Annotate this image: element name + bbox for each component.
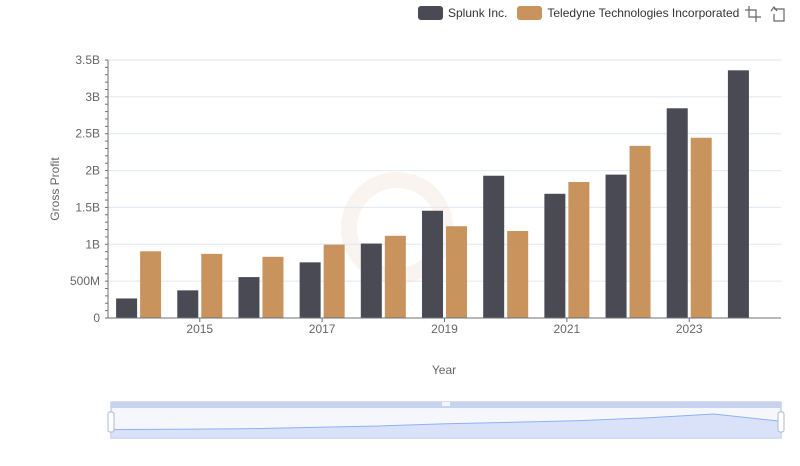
zoom-area [111, 414, 781, 438]
bar-splunk-2023 [666, 108, 688, 318]
bar-splunk-2022 [605, 174, 627, 318]
x-axis-label: Year [432, 363, 456, 377]
bar-splunk-2014 [116, 298, 138, 318]
bar-teledyne-2015 [201, 253, 223, 318]
legend-label-splunk: Splunk Inc. [448, 6, 508, 20]
y-tick-label: 500M [70, 274, 100, 288]
zoom-handle-left [107, 411, 115, 433]
zoom-grip [442, 402, 450, 406]
bar-splunk-2019 [422, 210, 443, 318]
bar-teledyne-2023 [690, 137, 712, 318]
x-tick-label: 2021 [554, 322, 581, 336]
zoom-icon[interactable] [744, 5, 762, 23]
x-tick-label: 2019 [431, 322, 458, 336]
bar-teledyne-2021 [568, 181, 590, 318]
data-zoom-slider[interactable] [107, 401, 785, 439]
y-tick-label: 2.5B [75, 127, 100, 141]
y-tick-label: 3B [85, 90, 100, 104]
axes: 0 500M 1B 1.5B 2B 2.5B 3B 3.5B 2015 2017 2019 2021 2… [70, 53, 781, 336]
bar-teledyne-2020 [507, 231, 529, 318]
bar-splunk-2016 [238, 277, 260, 318]
bar-teledyne-2018 [384, 235, 406, 318]
toolbox [744, 5, 788, 23]
legend-swatch-teledyne [517, 6, 543, 20]
bar-splunk-2015 [177, 290, 199, 318]
x-tick-label: 2023 [676, 322, 703, 336]
legend-label-teledyne: Teledyne Technologies Incorporated [547, 6, 740, 20]
zoom-line [110, 413, 782, 431]
legend: Splunk Inc. Teledyne Technologies Incorp… [418, 3, 739, 23]
y-axis-label: Gross Profit [48, 157, 62, 221]
legend-item-splunk[interactable]: Splunk Inc. [418, 6, 507, 20]
x-tick-label: 2017 [309, 322, 336, 336]
bar-splunk-2018 [360, 243, 382, 318]
bar-teledyne-2016 [262, 256, 284, 318]
bars [116, 70, 749, 318]
legend-swatch-splunk [418, 6, 443, 20]
bar-splunk-2020 [483, 175, 505, 318]
y-tick-label: 1B [85, 237, 100, 251]
zoom-handle-right [777, 411, 785, 433]
bar-teledyne-2019 [446, 226, 467, 318]
bar-splunk-2017 [299, 262, 321, 318]
legend-item-teledyne[interactable]: Teledyne Technologies Incorporated [517, 6, 739, 20]
bar-teledyne-2014 [140, 251, 162, 318]
bar-teledyne-2017 [323, 244, 345, 318]
restore-icon[interactable] [770, 5, 788, 23]
y-tick-label: 2B [85, 164, 100, 178]
bar-splunk-2021 [544, 193, 566, 318]
y-tick-label: 0 [93, 311, 100, 325]
y-tick-label: 1.5B [75, 200, 100, 214]
bar-splunk-2024 [727, 70, 749, 318]
x-tick-label: 2015 [186, 322, 213, 336]
y-tick-label: 3.5B [75, 53, 100, 67]
bar-teledyne-2022 [629, 145, 651, 318]
